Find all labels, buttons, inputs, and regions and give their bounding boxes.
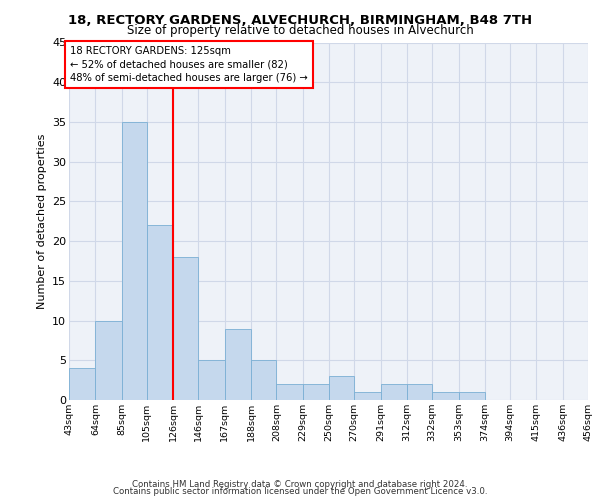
- Bar: [329, 376, 354, 400]
- Bar: [380, 384, 407, 400]
- Bar: [458, 392, 485, 400]
- Bar: [251, 360, 277, 400]
- Bar: [95, 320, 122, 400]
- Text: 18, RECTORY GARDENS, ALVECHURCH, BIRMINGHAM, B48 7TH: 18, RECTORY GARDENS, ALVECHURCH, BIRMING…: [68, 14, 532, 27]
- Bar: [354, 392, 380, 400]
- Text: Size of property relative to detached houses in Alvechurch: Size of property relative to detached ho…: [127, 24, 473, 37]
- Bar: [225, 328, 251, 400]
- Text: 18 RECTORY GARDENS: 125sqm
← 52% of detached houses are smaller (82)
48% of semi: 18 RECTORY GARDENS: 125sqm ← 52% of deta…: [70, 46, 308, 83]
- Bar: [303, 384, 329, 400]
- Text: Contains public sector information licensed under the Open Government Licence v3: Contains public sector information licen…: [113, 487, 487, 496]
- Bar: [147, 225, 173, 400]
- Y-axis label: Number of detached properties: Number of detached properties: [37, 134, 47, 309]
- Bar: [277, 384, 303, 400]
- Bar: [199, 360, 225, 400]
- Bar: [407, 384, 432, 400]
- Bar: [122, 122, 147, 400]
- Bar: [173, 257, 199, 400]
- Text: Contains HM Land Registry data © Crown copyright and database right 2024.: Contains HM Land Registry data © Crown c…: [132, 480, 468, 489]
- Bar: [432, 392, 458, 400]
- Bar: [69, 368, 95, 400]
